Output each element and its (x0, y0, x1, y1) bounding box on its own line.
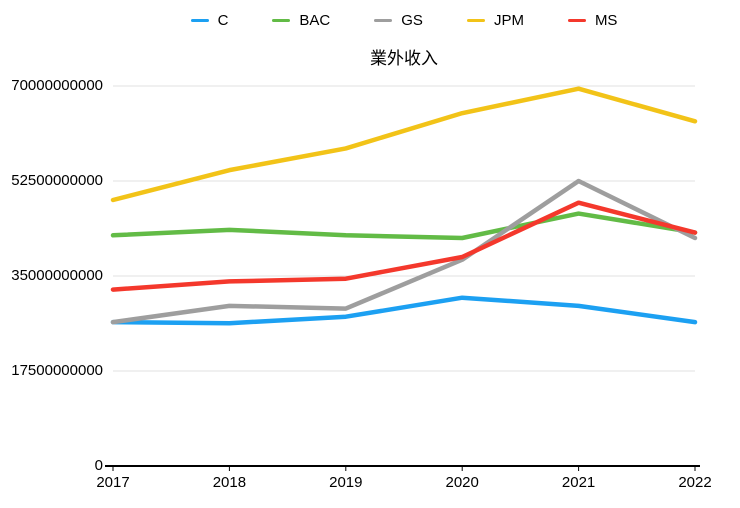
y-tick-label: 17500000000 (11, 362, 103, 379)
series-line-BAC (110, 211, 698, 241)
legend-label-JPM: JPM (493, 12, 524, 29)
legend-item-C: C (190, 12, 229, 29)
series-line-GS (110, 178, 698, 325)
x-tick-label: 2020 (445, 474, 479, 491)
legend-swatch-JPM (466, 19, 485, 22)
y-tick-label: 35000000000 (11, 267, 103, 284)
legend-swatch-C (190, 19, 209, 22)
series-line-C (110, 295, 698, 326)
legend-swatch-MS (567, 19, 586, 22)
chart-title: 業外收入 (370, 49, 438, 68)
series-line-MS (110, 200, 698, 292)
x-tick-label: 2018 (212, 474, 247, 491)
legend-item-BAC: BAC (272, 12, 330, 29)
y-tick-label: 52500000000 (11, 172, 103, 189)
legend-item-MS: MS (567, 12, 618, 29)
legend-label-C: C (217, 12, 229, 29)
legend-swatch-GS (374, 19, 393, 22)
series-line-JPM (110, 86, 698, 203)
y-tick-label: 0 (94, 457, 103, 474)
x-tick-label: 2021 (561, 474, 596, 491)
y-tick-label: 70000000000 (11, 77, 103, 94)
legend-label-BAC: BAC (299, 12, 331, 29)
x-tick-label: 2022 (678, 474, 712, 491)
legend-item-JPM: JPM (466, 12, 524, 29)
legend-item-GS: GS (374, 12, 423, 29)
chart-legend: C BAC GS JPM MS (113, 12, 695, 29)
legend-label-MS: MS (594, 12, 618, 29)
legend-label-GS: GS (401, 12, 423, 29)
x-tick-label: 2019 (329, 474, 363, 491)
x-tick-label: 2017 (96, 474, 130, 491)
legend-swatch-BAC (272, 19, 291, 22)
